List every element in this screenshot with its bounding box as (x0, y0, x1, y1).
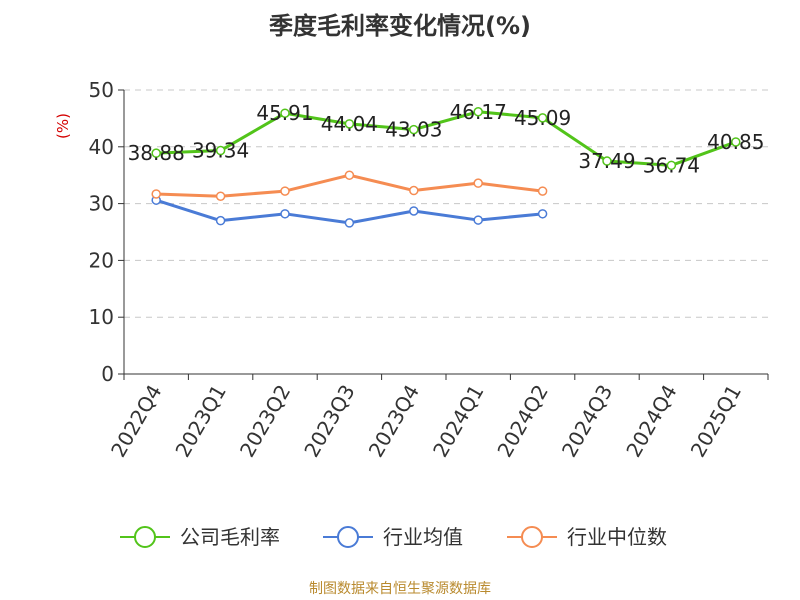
gridlines (124, 89, 768, 318)
y-tick-label: 10 (89, 305, 114, 329)
data-label: 37.49 (578, 149, 635, 173)
data-labels: 38.88 39.34 45.91 44.04 43.03 46.17 45.09 37.49… (128, 100, 765, 178)
y-tick-label: 50 (89, 78, 114, 102)
data-label: 45.91 (256, 101, 313, 125)
x-tick-label: 2023Q1 (170, 381, 230, 462)
data-label: 39.34 (192, 139, 249, 163)
y-tick-label: 40 (89, 135, 114, 159)
x-tick-label: 2023Q3 (299, 381, 359, 462)
data-point (666, 160, 677, 171)
data-point (409, 206, 419, 216)
series-layer (151, 107, 741, 228)
x-tick-label: 2023Q2 (235, 381, 295, 462)
data-point (215, 215, 226, 226)
data-label: 40.85 (707, 130, 764, 154)
chart-title: 季度毛利率变化情况(%) (269, 12, 531, 40)
legend-marker (134, 526, 156, 548)
data-point (280, 209, 290, 219)
data-label: 43.03 (385, 118, 442, 142)
x-tick-label: 2025Q1 (686, 381, 746, 462)
data-point (409, 185, 419, 196)
legend-label: 行业均值 (383, 525, 463, 549)
data-point (280, 186, 290, 196)
data-point (602, 156, 612, 166)
x-tick-label: 2024Q4 (621, 381, 681, 462)
data-point (473, 215, 483, 225)
data-point (344, 170, 355, 180)
legend-marker (337, 526, 359, 548)
data-point (537, 113, 548, 123)
x-tick-label: 2022Q4 (106, 381, 166, 462)
legend-label: 公司毛利率 (180, 525, 280, 549)
y-tick-label: 20 (89, 248, 114, 272)
data-label: 44.04 (321, 112, 378, 136)
legend-label: 行业中位数 (567, 525, 667, 549)
legend: 公司毛利率 行业均值 行业中位数 (120, 525, 667, 549)
x-tick-label: 2024Q2 (492, 381, 552, 462)
x-tick-label: 2024Q1 (428, 381, 488, 462)
data-point (473, 178, 483, 188)
y-tick-label: 0 (101, 362, 114, 386)
source-note: 制图数据来自恒生聚源数据库 (309, 581, 491, 597)
x-tick-label: 2023Q4 (364, 381, 424, 462)
data-point (215, 191, 226, 201)
data-point (280, 108, 290, 118)
data-point (473, 107, 483, 117)
data-point (215, 145, 226, 156)
data-point (731, 137, 741, 147)
data-point (537, 186, 548, 196)
series-line (156, 110, 737, 167)
data-point (151, 189, 161, 199)
data-label: 38.88 (128, 141, 185, 165)
data-point (151, 148, 161, 158)
data-label: 36.74 (643, 153, 700, 177)
x-tick-label: 2024Q3 (557, 381, 617, 462)
data-point (537, 209, 548, 219)
data-point (344, 218, 355, 228)
data-label: 46.17 (450, 100, 507, 124)
legend-marker (521, 526, 543, 548)
y-axis-unit-label: (%) (54, 113, 72, 139)
data-point (409, 124, 419, 135)
data-label: 45.09 (514, 106, 571, 130)
data-point (344, 119, 355, 129)
y-tick-label: 30 (89, 192, 114, 216)
